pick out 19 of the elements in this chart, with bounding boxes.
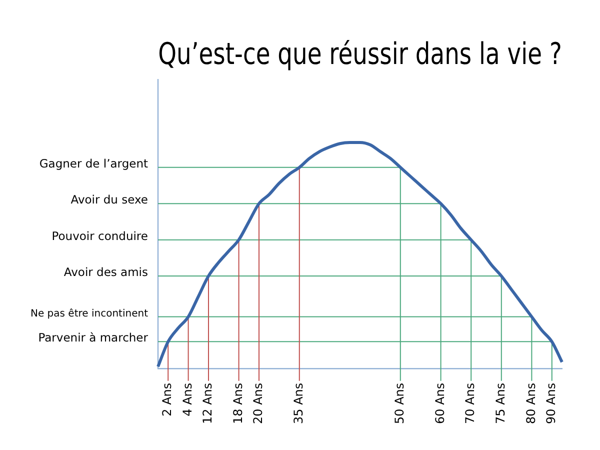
ref-line-label: Parvenir à marcher: [38, 330, 148, 345]
x-tick-label: 4 Ans: [180, 382, 194, 416]
x-tick-label: 2 Ans: [160, 382, 174, 416]
x-tick-label: 90 Ans: [544, 382, 558, 424]
ref-line-label: Pouvoir conduire: [52, 228, 148, 243]
x-tick-label: 80 Ans: [524, 382, 538, 424]
ref-line-label: Avoir du sexe: [70, 192, 148, 207]
x-tick-label: 70 Ans: [463, 382, 478, 424]
x-tick-label: 20 Ans: [251, 382, 266, 424]
ref-line-label: Avoir des amis: [64, 265, 148, 280]
x-tick-label: 60 Ans: [432, 382, 447, 424]
chart-title: Qu’est-ce que réussir dans la vie ?: [158, 37, 562, 72]
x-tick-label: 12 Ans: [200, 382, 215, 424]
ref-line-label: Gagner de l’argent: [39, 156, 148, 170]
x-tick-label: 75 Ans: [494, 382, 508, 424]
x-tick-label: 50 Ans: [392, 382, 407, 424]
ref-line-label: Ne pas être incontinent: [30, 308, 148, 320]
x-tick-label: 35 Ans: [292, 382, 306, 424]
x-tick-label: 18 Ans: [230, 382, 245, 424]
